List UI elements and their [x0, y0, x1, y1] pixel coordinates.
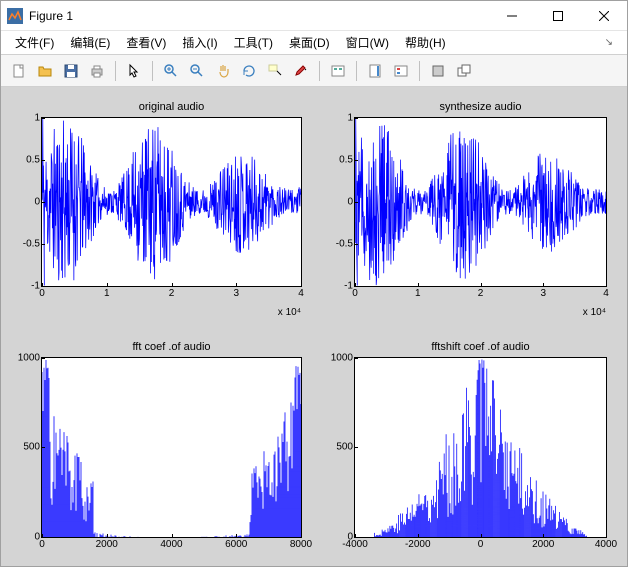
menu-insert[interactable]: 插入(I) — [178, 32, 221, 53]
subplot-title: synthesize audio — [354, 101, 607, 115]
menu-edit[interactable]: 编辑(E) — [66, 32, 114, 53]
toolbar-separator — [319, 61, 320, 81]
menu-window[interactable]: 窗口(W) — [342, 32, 393, 53]
axes-tr[interactable]: -1-0.500.51 01234 x 10⁴ — [354, 117, 607, 287]
subplot-br: fftshift coef .of audio 05001000 -4000-2… — [354, 341, 607, 539]
subplot-tl: original audio -1-0.500.51 01234 x 10⁴ — [41, 101, 302, 287]
menu-help[interactable]: 帮助(H) — [401, 32, 450, 53]
subplot-title: original audio — [41, 101, 302, 115]
waveform-plot — [42, 118, 301, 286]
waveform-plot — [355, 118, 606, 286]
menu-tools[interactable]: 工具(T) — [230, 32, 277, 53]
rotate-icon[interactable] — [237, 59, 261, 83]
y-axis: 05001000 — [6, 358, 40, 538]
x-multiplier: x 10⁴ — [583, 307, 606, 318]
dock-icon[interactable] — [426, 59, 450, 83]
figure-window: Figure 1 文件(F) 编辑(E) 查看(V) 插入(I) 工具(T) 桌… — [0, 0, 628, 567]
minimize-button[interactable] — [489, 1, 535, 30]
figure-area: original audio -1-0.500.51 01234 x 10⁴ s… — [1, 87, 627, 566]
x-axis: 01234 — [355, 288, 606, 304]
subplot-bl: fft coef .of audio 05001000 020004000600… — [41, 341, 302, 539]
new-file-icon[interactable] — [7, 59, 31, 83]
menu-desktop[interactable]: 桌面(D) — [285, 32, 334, 53]
titlebar: Figure 1 — [1, 1, 627, 31]
close-button[interactable] — [581, 1, 627, 30]
toolbar-separator — [356, 61, 357, 81]
print-icon[interactable] — [85, 59, 109, 83]
menu-file[interactable]: 文件(F) — [11, 32, 58, 53]
zoom-out-icon[interactable] — [185, 59, 209, 83]
toolbar — [1, 55, 627, 87]
fftshift-plot — [355, 358, 606, 538]
colorbar-icon[interactable] — [363, 59, 387, 83]
menubar: 文件(F) 编辑(E) 查看(V) 插入(I) 工具(T) 桌面(D) 窗口(W… — [1, 31, 627, 55]
toolbar-separator — [152, 61, 153, 81]
axes-br[interactable]: 05001000 -4000-2000020004000 — [354, 357, 607, 539]
x-multiplier: x 10⁴ — [278, 307, 301, 318]
menu-view[interactable]: 查看(V) — [122, 32, 170, 53]
pointer-icon[interactable] — [122, 59, 146, 83]
axes-bl[interactable]: 05001000 02000400060008000 — [41, 357, 302, 539]
y-axis: -1-0.500.51 — [319, 118, 353, 286]
x-axis: 02000400060008000 — [42, 539, 301, 555]
toolbar-separator — [115, 61, 116, 81]
pan-icon[interactable] — [211, 59, 235, 83]
subplot-title: fft coef .of audio — [41, 341, 302, 355]
subplot-title: fftshift coef .of audio — [354, 341, 607, 355]
y-axis: -1-0.500.51 — [6, 118, 40, 286]
maximize-button[interactable] — [535, 1, 581, 30]
app-icon — [7, 8, 23, 24]
fft-plot — [42, 358, 301, 538]
y-axis: 05001000 — [319, 358, 353, 538]
legend-icon[interactable] — [389, 59, 413, 83]
undock-icon[interactable] — [452, 59, 476, 83]
x-axis: 01234 — [42, 288, 301, 304]
x-axis: -4000-2000020004000 — [355, 539, 606, 555]
toolbar-separator — [419, 61, 420, 81]
save-icon[interactable] — [59, 59, 83, 83]
window-controls — [489, 1, 627, 30]
menubar-overflow-icon[interactable]: ↘ — [605, 37, 617, 48]
window-title: Figure 1 — [29, 9, 489, 23]
data-cursor-icon[interactable] — [263, 59, 287, 83]
open-folder-icon[interactable] — [33, 59, 57, 83]
zoom-in-icon[interactable] — [159, 59, 183, 83]
subplot-tr: synthesize audio -1-0.500.51 01234 x 10⁴ — [354, 101, 607, 287]
axes-tl[interactable]: -1-0.500.51 01234 x 10⁴ — [41, 117, 302, 287]
link-icon[interactable] — [326, 59, 350, 83]
brush-icon[interactable] — [289, 59, 313, 83]
